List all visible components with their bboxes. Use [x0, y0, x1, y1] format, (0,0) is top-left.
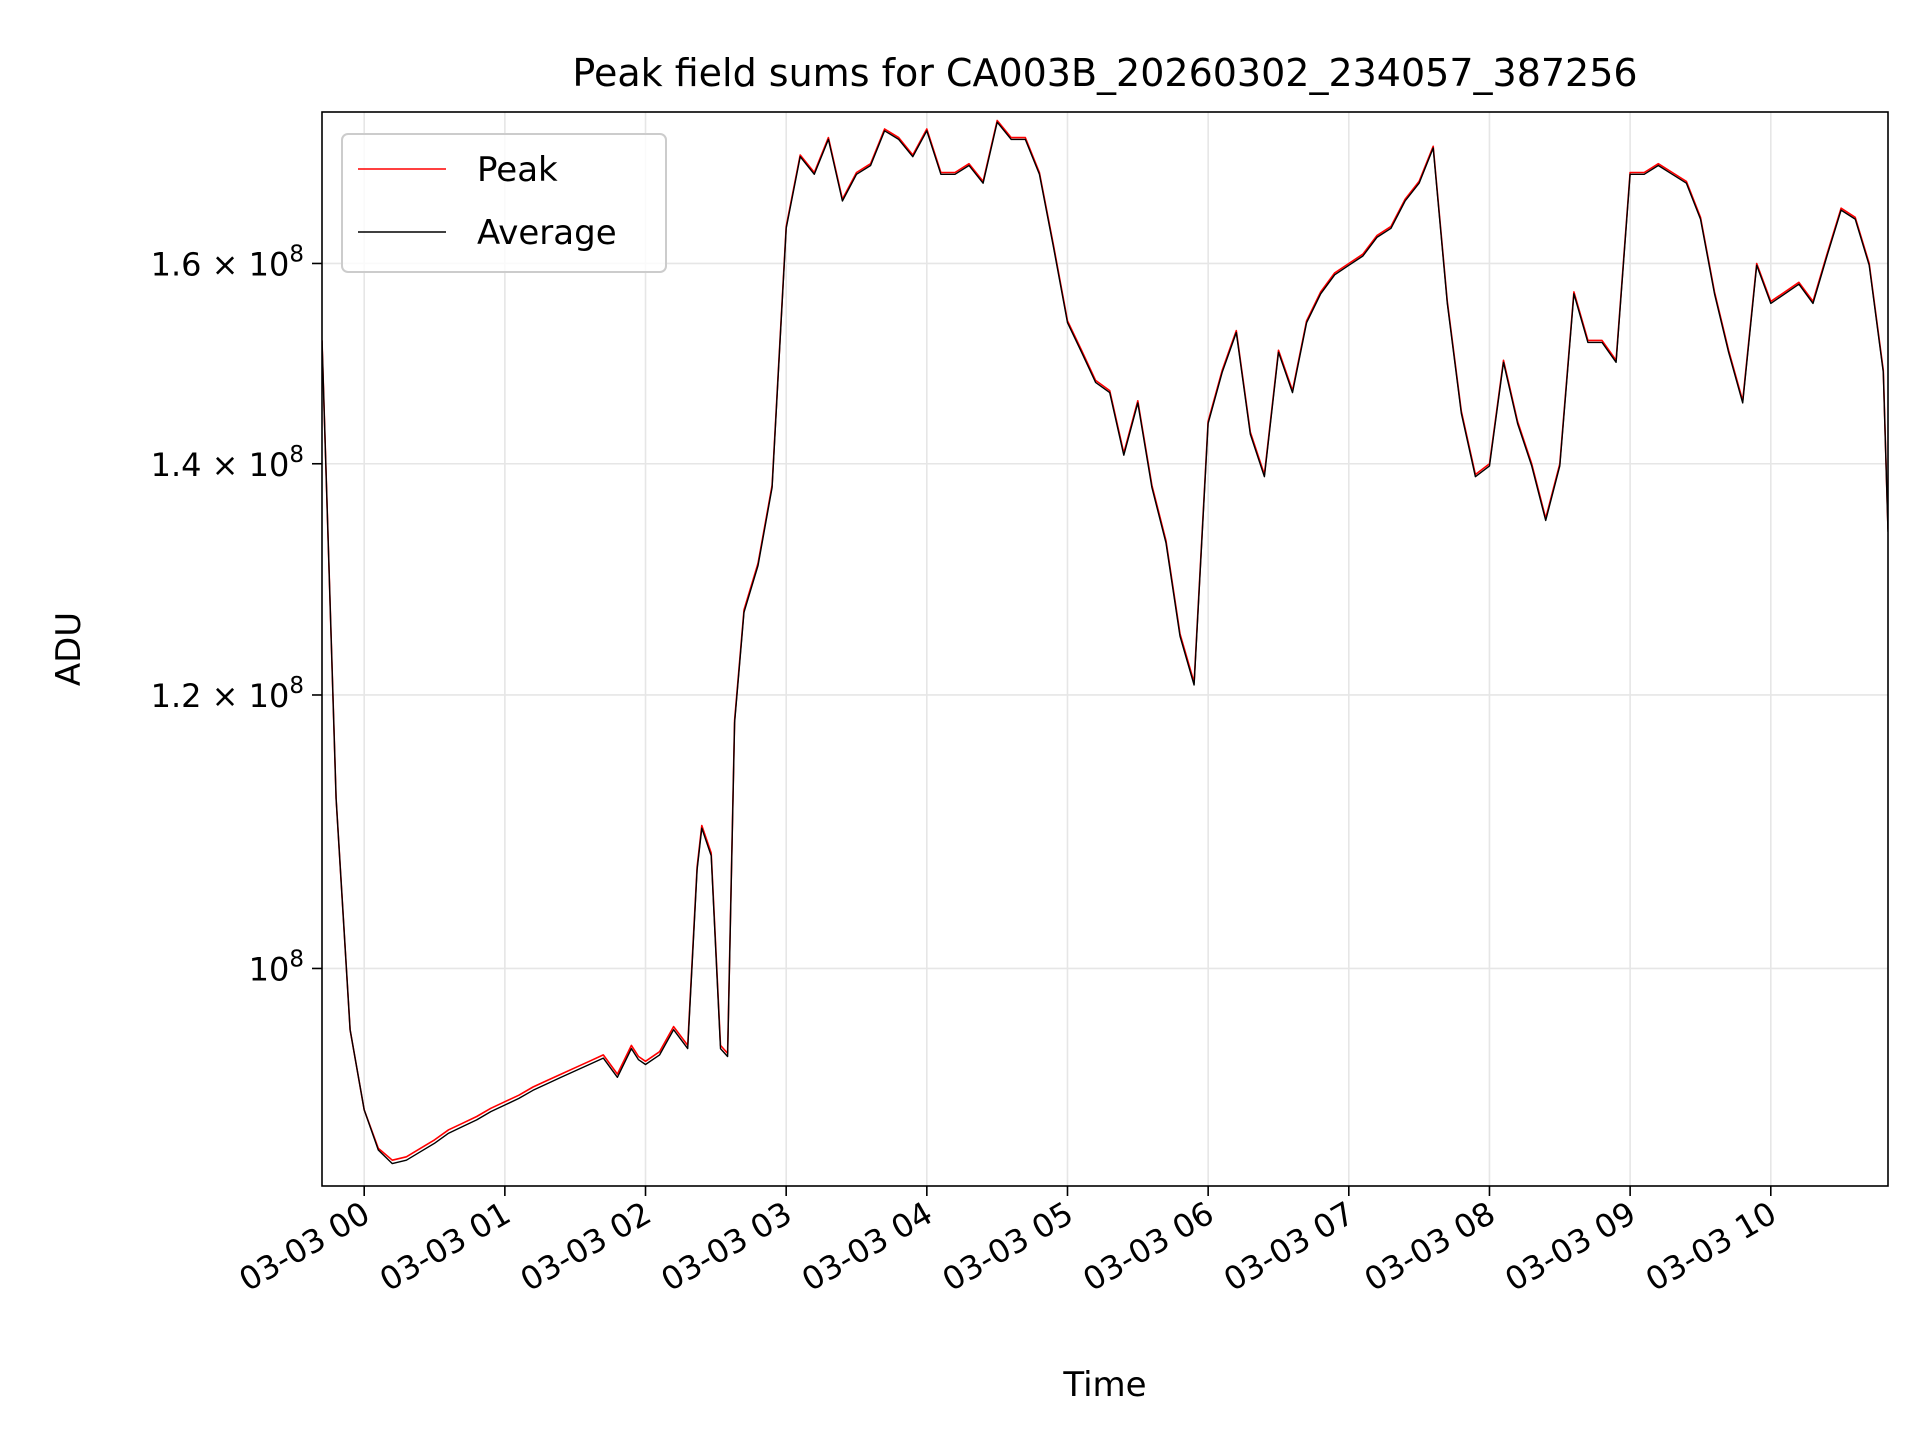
x-axis-label: Time — [1062, 1365, 1146, 1405]
legend-label-average: Average — [477, 213, 617, 253]
y-tick-label: 108 — [249, 946, 304, 988]
legend: Peak Average — [341, 133, 667, 273]
plot-area — [322, 119, 1888, 1165]
y-axis-ticks: 108 1.2 × 108 1.4 × 108 1.6 × 108 — [151, 241, 322, 988]
series-line-average — [322, 121, 1888, 1165]
y-tick-label: 1.6 × 108 — [151, 241, 304, 283]
series-lines — [322, 119, 1888, 1165]
grid-lines — [322, 112, 1888, 1186]
y-tick-label: 1.2 × 108 — [151, 673, 304, 715]
chart-title: Peak field sums for CA003B_20260302_2340… — [572, 51, 1637, 95]
y-axis-label: ADU — [49, 612, 89, 686]
axes-frame — [321, 111, 1889, 1187]
y-tick-label: 1.4 × 108 — [151, 442, 304, 484]
legend-label-peak: Peak — [477, 150, 558, 190]
